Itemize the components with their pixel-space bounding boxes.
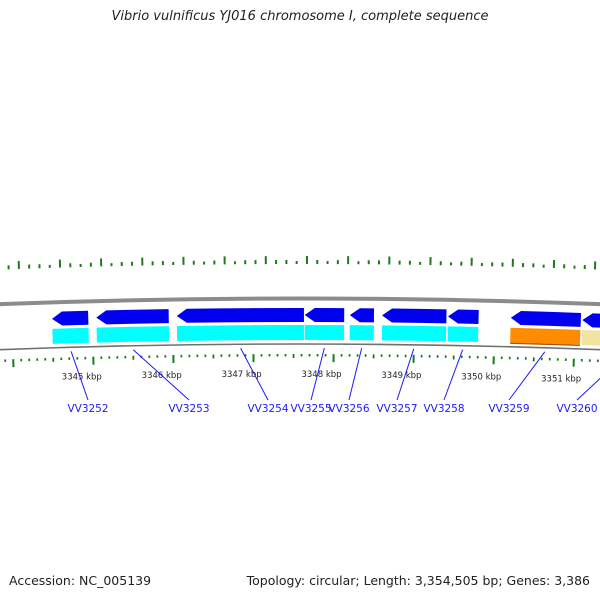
gene-leader-line [70, 351, 89, 401]
gene-feature-vv3253[interactable] [96, 309, 170, 343]
gene-arrow[interactable] [176, 307, 304, 323]
gene-feature-vv3254[interactable] [176, 307, 304, 341]
gene-label-vv3257[interactable]: VV3257 [376, 403, 417, 415]
backbone-outer-arc [0, 296, 600, 307]
gene-leader-line [132, 349, 190, 401]
gene-band[interactable] [447, 326, 479, 342]
gene-label-vv3258[interactable]: VV3258 [423, 403, 464, 415]
accession-text: Accession: NC_005139 [9, 573, 152, 588]
gene-track [52, 307, 600, 347]
gene-feature-vv3256[interactable] [349, 308, 375, 341]
gene-arrow[interactable] [582, 313, 600, 328]
gene-feature-vv3259[interactable] [510, 311, 582, 345]
gene-leader-line [576, 377, 600, 401]
gene-label-vv3252[interactable]: VV3252 [67, 403, 108, 415]
gene-label-vv3253[interactable]: VV3253 [168, 403, 209, 415]
gene-feature-vv3257[interactable] [381, 308, 447, 342]
backbone-inner-arc [0, 343, 600, 351]
gene-arrow[interactable] [52, 310, 89, 326]
scale-label: 3350 kbp [461, 372, 501, 382]
gene-band[interactable] [52, 327, 89, 344]
gene-arrow[interactable] [96, 309, 169, 325]
gene-arrow[interactable] [448, 309, 479, 324]
gene-leader-line [396, 348, 415, 401]
gene-leader-line [508, 351, 546, 401]
gene-leader-line [240, 347, 269, 401]
scale-label: 3345 kbp [62, 373, 102, 383]
gene-arrow[interactable] [349, 308, 375, 323]
gene-label-vv3260[interactable]: VV3260 [556, 403, 597, 415]
gene-band[interactable] [96, 326, 170, 343]
gene-band[interactable] [381, 325, 447, 342]
highlight-edge [510, 342, 580, 347]
map-title: Vibrio vulnificus YJ016 chromosome I, co… [111, 9, 489, 24]
gene-arrow[interactable] [304, 308, 345, 323]
gene-band[interactable] [581, 329, 600, 346]
gene-label-vv3255[interactable]: VV3255 [290, 403, 331, 415]
gene-leader-line [443, 349, 464, 401]
gene-arrow[interactable] [510, 311, 582, 327]
gene-leader-line [348, 348, 363, 401]
gene-feature-vv3258[interactable] [447, 309, 479, 342]
backbone-track [0, 296, 600, 351]
gene-feature-vv3260[interactable] [581, 313, 600, 346]
gc-skew-track [7, 256, 597, 270]
gene-label-vv3254[interactable]: VV3254 [247, 403, 288, 415]
gene-leader-line [310, 347, 325, 401]
gene-band[interactable] [510, 327, 581, 345]
scale-label: 3348 kbp [301, 370, 341, 380]
scale-label: 3351 kbp [541, 375, 581, 385]
scale-label: 3349 kbp [381, 371, 421, 381]
gene-label-vv3259[interactable]: VV3259 [488, 403, 529, 415]
gene-band[interactable] [349, 325, 374, 341]
gene-feature-vv3252[interactable] [52, 310, 89, 344]
gene-feature-vv3255[interactable] [304, 308, 345, 341]
gene-label-vv3256[interactable]: VV3256 [328, 403, 369, 415]
gene-band[interactable] [304, 325, 345, 341]
gene-band[interactable] [176, 324, 304, 341]
scale-label: 3347 kbp [222, 370, 262, 380]
gene-arrow[interactable] [382, 308, 447, 324]
topology-text: Topology: circular; Length: 3,354,505 bp… [246, 573, 590, 588]
